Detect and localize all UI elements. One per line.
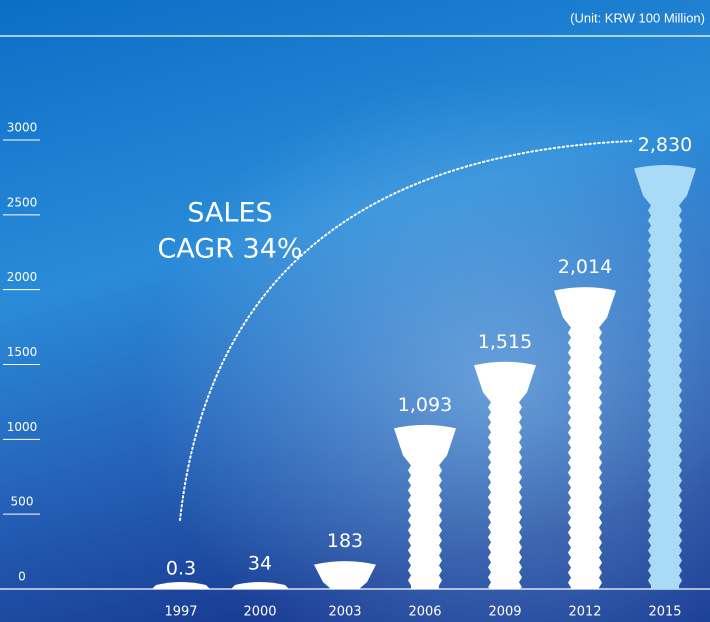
y-tick-label: 2000 [7,270,38,284]
y-tick-label: 500 [11,495,34,509]
bar [554,287,616,589]
bar [314,561,376,589]
value-label: 1,515 [478,331,532,353]
y-tick-label: 0 [18,570,26,584]
y-tick-label: 1500 [7,345,38,359]
bar [394,424,456,589]
bar [231,582,289,589]
y-tick-label: 3000 [7,121,38,135]
x-tick-label: 2006 [408,605,441,620]
annotation: CAGR 34% [157,234,302,265]
x-tick-label: 1997 [164,605,197,620]
value-label: 1,093 [398,394,452,416]
value-label: 34 [248,552,272,574]
trend-curve [179,140,633,521]
y-tick-label: 1000 [7,420,38,434]
x-tick-label: 2003 [328,605,361,620]
bar [152,582,210,589]
x-tick-label: 2012 [568,605,601,620]
x-tick-label: 2015 [648,605,681,620]
annotation: SALES [187,198,272,229]
y-tick-label: 2500 [7,195,38,209]
unit-label: (Unit: KRW 100 Million) [570,10,705,25]
value-label: 0.3 [166,557,196,579]
bar [634,164,696,589]
value-label: 183 [327,530,363,552]
value-label: 2,014 [558,256,612,278]
bar [474,361,536,589]
x-tick-label: 2009 [488,605,521,620]
value-label: 2,830 [638,134,692,156]
x-tick-label: 2000 [243,605,276,620]
